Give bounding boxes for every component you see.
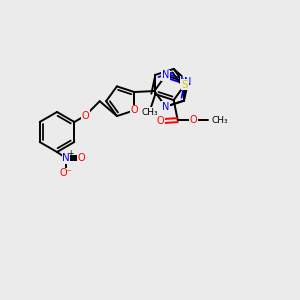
Text: N: N	[162, 102, 169, 112]
Text: CH₃: CH₃	[212, 116, 228, 124]
Text: O⁻: O⁻	[60, 168, 72, 178]
Text: CH₃: CH₃	[141, 108, 158, 117]
Text: +: +	[67, 149, 73, 158]
Text: O: O	[130, 105, 138, 116]
Text: O: O	[157, 116, 164, 126]
Text: N: N	[162, 70, 169, 80]
Text: O: O	[82, 111, 89, 121]
Text: N: N	[184, 77, 192, 87]
Text: N: N	[180, 76, 188, 86]
Text: O: O	[190, 115, 197, 125]
Text: S: S	[182, 80, 188, 89]
Text: N: N	[62, 153, 70, 163]
Text: O: O	[77, 153, 85, 163]
